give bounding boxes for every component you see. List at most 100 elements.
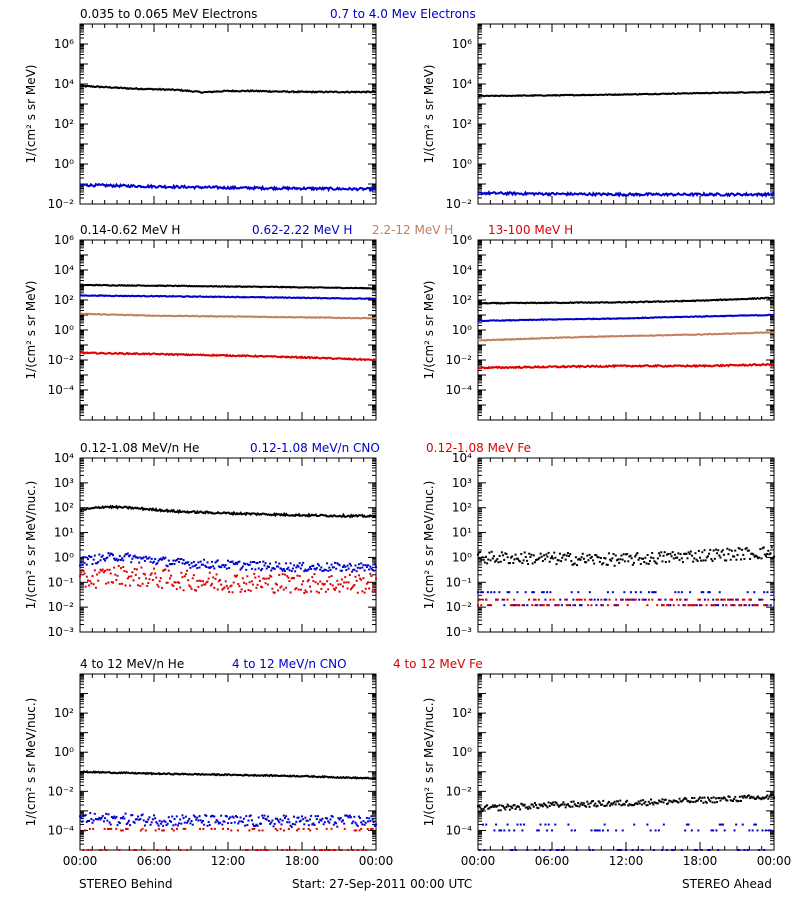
data-point	[723, 829, 726, 832]
data-point	[219, 821, 222, 824]
data-point	[566, 803, 569, 806]
data-point	[373, 562, 376, 565]
data-point	[630, 803, 633, 806]
data-point	[712, 829, 715, 832]
data-point	[265, 818, 268, 821]
data-point	[240, 567, 243, 570]
data-point	[302, 827, 305, 830]
data-point	[486, 562, 489, 565]
data-point	[262, 577, 265, 580]
data-point	[557, 805, 560, 808]
data-point	[203, 823, 206, 826]
data-point	[209, 584, 212, 587]
data-point	[125, 827, 128, 830]
data-point	[195, 589, 198, 592]
data-point	[249, 814, 252, 817]
data-point	[546, 829, 549, 832]
legend-label: 0.62-2.22 MeV H	[252, 223, 352, 237]
data-point	[143, 824, 146, 827]
data-point	[537, 829, 540, 832]
data-point	[756, 604, 759, 607]
data-point	[255, 561, 258, 564]
data-point	[227, 827, 229, 830]
data-point	[356, 824, 359, 827]
data-point	[605, 598, 608, 601]
data-point	[539, 604, 542, 607]
data-point	[625, 553, 627, 556]
data-point	[726, 547, 729, 550]
data-point	[236, 562, 239, 565]
data-point	[124, 584, 127, 587]
data-point	[648, 560, 651, 563]
data-point	[643, 598, 646, 601]
data-point	[130, 575, 133, 578]
data-point	[263, 814, 266, 817]
data-point	[293, 815, 296, 818]
data-point	[612, 553, 615, 556]
y-tick-label: 10⁻²	[446, 197, 473, 211]
data-point	[611, 557, 614, 560]
data-point	[237, 822, 240, 825]
data-point	[219, 578, 222, 581]
data-point	[683, 552, 686, 555]
data-point	[683, 797, 686, 800]
data-point	[717, 549, 720, 552]
series-0-62-2-22-mev-h	[79, 294, 377, 301]
data-point	[525, 806, 528, 809]
y-tick-label: 10⁴	[54, 263, 74, 277]
data-point	[478, 805, 481, 808]
data-point	[345, 581, 348, 584]
data-point	[541, 591, 544, 594]
data-point	[552, 801, 555, 804]
data-point	[680, 800, 683, 803]
data-point	[327, 820, 330, 823]
data-point	[768, 553, 771, 556]
data-point	[289, 824, 292, 827]
data-point	[648, 802, 651, 805]
data-point	[291, 576, 294, 579]
data-point	[764, 829, 767, 832]
data-point	[726, 799, 729, 802]
data-point	[486, 604, 489, 607]
data-point	[611, 803, 614, 806]
data-point	[369, 572, 372, 575]
data-point	[276, 829, 279, 832]
data-point	[747, 794, 750, 797]
data-point	[724, 797, 727, 800]
data-point	[712, 549, 715, 552]
data-point	[518, 604, 521, 607]
data-point	[94, 562, 97, 565]
data-point	[582, 802, 585, 805]
data-point	[248, 815, 251, 818]
data-point	[324, 590, 327, 593]
data-point	[578, 557, 581, 560]
y-tick-label: 10⁴	[452, 263, 472, 277]
data-point	[736, 553, 739, 556]
data-point	[644, 598, 647, 601]
data-point	[655, 562, 658, 565]
data-point	[118, 582, 121, 585]
data-point	[166, 822, 169, 825]
data-point	[680, 557, 683, 560]
data-point	[158, 558, 161, 561]
y-axis-label: 1/(cm² s sr MeV/nuc.)	[24, 481, 38, 610]
data-point	[669, 604, 672, 607]
data-point	[179, 586, 182, 589]
data-point	[506, 556, 509, 559]
data-point	[729, 558, 732, 561]
data-point	[631, 598, 634, 601]
data-point	[656, 604, 659, 607]
data-point	[349, 816, 352, 819]
data-point	[351, 849, 354, 851]
data-point	[509, 604, 512, 607]
y-tick-label: 10⁰	[54, 157, 74, 171]
data-point	[319, 818, 322, 821]
data-point	[746, 591, 749, 594]
data-point	[266, 583, 269, 586]
data-point	[557, 849, 560, 851]
data-point	[348, 573, 351, 576]
data-point	[209, 566, 212, 569]
data-point	[560, 560, 563, 563]
data-point	[200, 821, 203, 824]
data-point	[528, 552, 531, 555]
